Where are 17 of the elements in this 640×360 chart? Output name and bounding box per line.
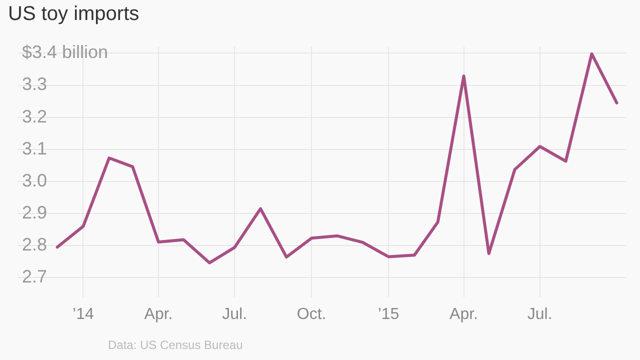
- x-tick-label: Jul.: [527, 306, 552, 323]
- x-tick-label: Oct.: [296, 306, 326, 323]
- y-tick-label: 3.2: [22, 106, 48, 126]
- x-tick-label: Jul.: [222, 306, 248, 323]
- y-tick-label: $3.4 billion: [22, 42, 108, 62]
- text: Data: US Census Bureau: [108, 338, 243, 352]
- y-tick-label: 3.0: [22, 170, 48, 190]
- x-tick-label: ’14: [72, 306, 94, 323]
- x-tick-label: Apr.: [450, 306, 478, 323]
- y-tick-label: 2.7: [22, 266, 48, 287]
- y-tick-label: 2.9: [22, 202, 48, 222]
- x-tick-label: Apr.: [144, 306, 173, 323]
- y-tick-label: 2.8: [22, 234, 48, 254]
- y-tick-label: 3.1: [22, 138, 48, 158]
- chart-title: US toy imports: [8, 3, 140, 26]
- y-tick-label: 3.3: [22, 74, 48, 94]
- x-tick-label: ’15: [378, 306, 400, 323]
